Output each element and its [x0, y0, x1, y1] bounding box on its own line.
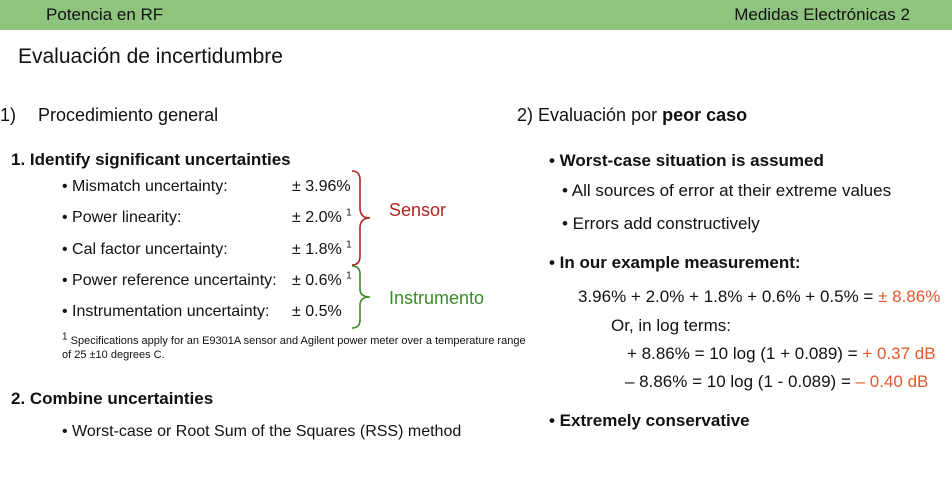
sub-bullet-extreme: • All sources of error at their extreme …: [562, 181, 892, 200]
example-bullet: • In our example measurement:: [549, 253, 801, 272]
conservative-bullet: • Extremely conservative: [549, 411, 750, 430]
footnote-mark: 1: [62, 331, 68, 343]
item-instrumentation-label: • Instrumentation uncertainty:: [62, 303, 270, 320]
footnote-ref: 1: [346, 270, 352, 282]
section1-number: 1): [0, 105, 17, 125]
header-right-title: Medidas Electrónicas 2: [734, 5, 910, 24]
section2-title: 2) Evaluación por peor caso: [517, 105, 748, 125]
header-left-title: Potencia en RF: [46, 5, 164, 24]
step1-heading: 1. Identify significant uncertainties: [11, 150, 291, 169]
step2-heading: 2. Combine uncertainties: [11, 389, 214, 408]
instrument-brace-icon: [351, 265, 371, 329]
plus-equation: + 8.86% = 10 log (1 + 0.089) = + 0.37 dB: [627, 344, 936, 363]
plus-result: + 0.37 dB: [862, 344, 936, 363]
group-label-sensor: Sensor: [389, 200, 447, 220]
item-instrumentation-value: ± 0.5%: [292, 303, 342, 320]
item-calfactor-value: ± 1.8% 1: [292, 239, 352, 258]
item-calfactor-label: • Cal factor uncertainty:: [62, 241, 228, 258]
item-powerref-label: • Power reference uncertainty:: [62, 272, 277, 289]
footnote-ref: 1: [346, 239, 352, 251]
item-powerref-value: ± 0.6% 1: [292, 270, 352, 289]
footnote-ref: 1: [346, 207, 352, 219]
footnote-line2: of 25 ±10 degrees C.: [62, 349, 165, 361]
sub-bullet-constructive: • Errors add constructively: [562, 214, 760, 233]
item-mismatch-label: • Mismatch uncertainty:: [62, 178, 228, 195]
item-mismatch-value: ± 3.96%: [292, 178, 351, 195]
minus-equation: – 8.86% = 10 log (1 - 0.089) = – 0.40 dB: [625, 372, 929, 391]
group-label-instrument: Instrumento: [389, 288, 485, 308]
minus-result: – 0.40 dB: [855, 372, 929, 391]
item-linearity-label: • Power linearity:: [62, 209, 182, 226]
footnote-line1: Specifications apply for an E9301A senso…: [70, 335, 526, 347]
header-bar: Potencia en RF Medidas Electrónicas 2: [0, 0, 952, 30]
sum-result: ± 8.86%: [878, 287, 941, 306]
sum-equation: 3.96% + 2.0% + 1.8% + 0.6% + 0.5% = ± 8.…: [578, 287, 941, 306]
sensor-brace-icon: [351, 170, 371, 266]
section1-title: Procedimiento general: [38, 105, 219, 125]
page-title: Evaluación de incertidumbre: [18, 45, 283, 68]
worst-case-bullet: • Worst-case situation is assumed: [549, 151, 824, 170]
footnote: 1 Specifications apply for an E9301A sen…: [62, 331, 526, 362]
item-linearity-value: ± 2.0% 1: [292, 207, 352, 226]
step2-item: • Worst-case or Root Sum of the Squares …: [62, 423, 462, 440]
log-intro: Or, in log terms:: [611, 316, 731, 335]
